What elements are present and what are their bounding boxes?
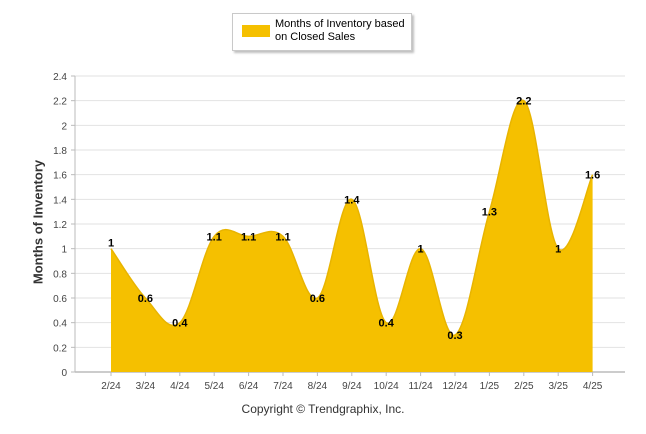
y-tick-label: 0.8 <box>53 269 67 280</box>
data-label: 1 <box>555 244 561 256</box>
x-tick-label: 3/25 <box>548 381 568 392</box>
y-tick-label: 0.4 <box>53 319 67 330</box>
series-line <box>110 99 594 336</box>
data-label: 1.3 <box>482 207 497 219</box>
data-label: 2.2 <box>516 96 531 108</box>
x-tick-label: 10/24 <box>374 381 399 392</box>
data-label: 1.1 <box>207 231 222 243</box>
series-area <box>110 99 594 372</box>
data-labels: 1 0.6 0.4 1.1 1.1 1.1 0.6 1.4 0.4 1 0.3 1.3 2.2 1 1.6 <box>108 96 600 342</box>
series-area-fill <box>111 100 593 372</box>
x-tick-label: 5/24 <box>204 381 224 392</box>
y-tick-label: 1.6 <box>53 171 67 182</box>
x-tick-label: 2/24 <box>101 381 121 392</box>
y-tick-label: 2.4 <box>53 72 67 83</box>
data-label: 0.3 <box>447 330 462 342</box>
y-tick-label: 0 <box>61 368 67 379</box>
data-label: 1.4 <box>344 194 360 206</box>
y-tick-label: 2.2 <box>53 97 67 108</box>
y-tick-label: 1.4 <box>53 195 67 206</box>
legend-label: Months of Inventory based on Closed Sale… <box>275 18 405 43</box>
x-tick-label: 11/24 <box>408 381 433 392</box>
x-tick-label: 7/24 <box>273 381 293 392</box>
y-tick-label: 1.8 <box>53 146 67 157</box>
y-tick-label: 1 <box>61 245 67 256</box>
data-label: 1.1 <box>275 231 290 243</box>
x-tick-labels: 2/24 3/24 4/24 5/24 6/24 7/24 8/24 9/24 10/24 11/… <box>101 372 603 392</box>
x-tick-label: 2/25 <box>514 381 534 392</box>
y-tick-label: 1.2 <box>53 220 67 231</box>
x-tick-label: 9/24 <box>342 381 362 392</box>
x-tick-label: 1/25 <box>480 381 500 392</box>
y-tick-label: 0.6 <box>53 294 67 305</box>
y-axis-title: Months of Inventory <box>30 159 46 285</box>
legend-swatch <box>242 25 270 37</box>
data-label: 0.6 <box>138 293 153 305</box>
data-label: 1 <box>108 238 114 250</box>
data-label: 0.6 <box>310 293 325 305</box>
x-tick-label: 4/24 <box>170 381 190 392</box>
x-tick-label: 3/24 <box>136 381 156 392</box>
x-tick-label: 12/24 <box>442 381 467 392</box>
y-tick-label: 0.2 <box>53 343 67 354</box>
x-tick-label: 8/24 <box>308 381 328 392</box>
data-label: 1.6 <box>585 170 600 182</box>
copyright-footer: Copyright © Trendgraphix, Inc. <box>241 402 405 416</box>
y-tick-labels: 0 0.2 0.4 0.6 0.8 1 1.2 1.4 1.6 1.8 2 2.2 2.4 <box>53 72 67 379</box>
legend: Months of Inventory based on Closed Sale… <box>232 13 412 51</box>
data-label: 1.1 <box>241 231 256 243</box>
x-tick-label: 6/24 <box>239 381 259 392</box>
data-label: 0.4 <box>172 318 188 330</box>
data-label: 1 <box>418 244 424 256</box>
y-tick-label: 2 <box>61 121 67 132</box>
x-tick-label: 4/25 <box>583 381 603 392</box>
data-label: 0.4 <box>379 318 395 330</box>
